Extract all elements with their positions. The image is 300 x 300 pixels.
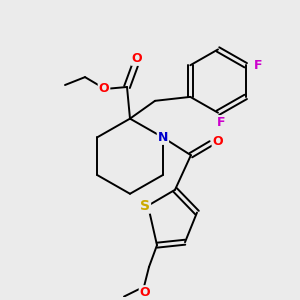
Text: S: S	[140, 199, 150, 213]
Text: F: F	[254, 59, 262, 72]
Text: F: F	[217, 116, 225, 129]
Text: O: O	[132, 52, 142, 65]
Text: O: O	[213, 135, 223, 148]
Text: O: O	[140, 286, 150, 299]
Text: N: N	[158, 131, 168, 144]
Text: O: O	[99, 82, 109, 95]
